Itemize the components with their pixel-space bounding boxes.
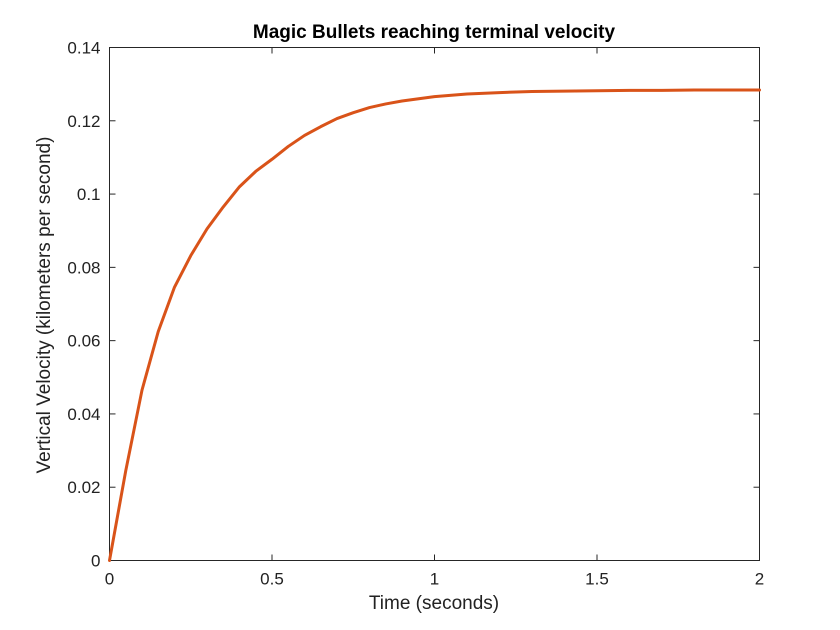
y-tick-label: 0.1 [77, 185, 101, 204]
y-tick-label: 0.04 [67, 405, 100, 424]
x-axis-label: Time (seconds) [369, 593, 499, 614]
x-tick-label: 2 [755, 570, 764, 589]
x-tick-label: 1 [430, 570, 439, 589]
y-tick-label: 0.06 [67, 332, 100, 351]
y-axis-label: Vertical Velocity (kilometers per second… [34, 137, 55, 474]
y-tick-label: 0 [91, 552, 100, 571]
y-tick-label: 0.02 [67, 478, 100, 497]
chart-title: Magic Bullets reaching terminal velocity [253, 22, 616, 43]
x-tick-label: 0 [105, 570, 114, 589]
axis-tick-labels: 0 0.5 1 1.5 2 0 0.02 0.04 0.06 0.08 0.1 0.12 0.14 [67, 39, 764, 589]
y-tick-label: 0.12 [67, 112, 100, 131]
axis-ticks [109, 47, 760, 561]
x-tick-label: 1.5 [585, 570, 609, 589]
y-tick-label: 0.14 [67, 39, 100, 58]
x-tick-label: 0.5 [260, 570, 284, 589]
y-tick-label: 0.08 [67, 258, 100, 277]
series-line [108, 88, 761, 562]
plot-area [109, 47, 760, 561]
